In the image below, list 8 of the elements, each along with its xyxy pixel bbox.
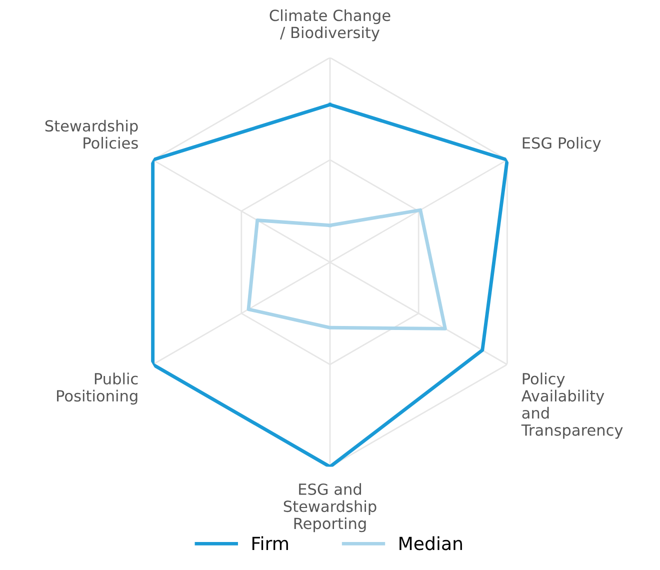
spoke-label: ESG Policy — [522, 136, 601, 152]
spoke-label: Climate Change / Biodiversity — [270, 9, 390, 42]
legend-label: Firm — [252, 536, 288, 550]
spoke-label: ESG and Stewardship Reporting — [284, 483, 376, 532]
spoke-label: Public Positioning — [57, 372, 138, 405]
legend-label: Median — [400, 536, 462, 550]
spoke-label: Policy Availability and Transparency — [521, 372, 623, 439]
spoke-label: Stewardship Policies — [45, 120, 138, 149]
